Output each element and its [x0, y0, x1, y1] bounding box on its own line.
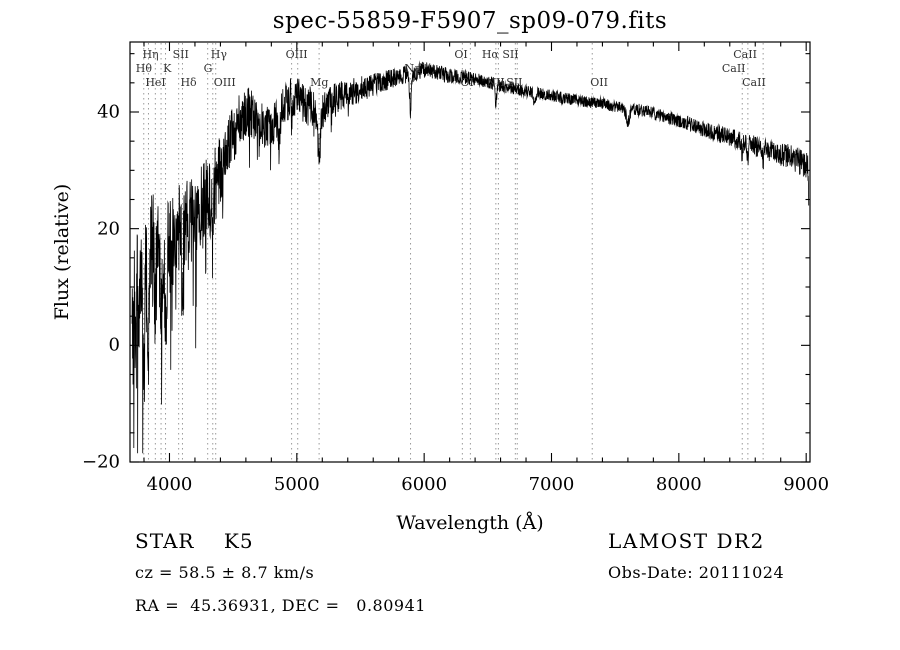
spectral-line-label: Hγ	[210, 48, 227, 61]
x-tick-label: 6000	[401, 474, 448, 495]
spectral-line-label: Na	[404, 62, 421, 75]
x-axis-label: Wavelength (Å)	[396, 512, 544, 534]
spectral-line-label: OI	[460, 76, 474, 89]
obs-date-text: Obs-Date: 20111024	[608, 563, 785, 582]
spectral-line-label: CaII	[721, 62, 746, 75]
spectral-line-label: OI	[454, 48, 468, 61]
y-tick-label: 0	[108, 334, 120, 356]
x-tick-label: 7000	[528, 474, 575, 495]
spectral-line-label: OII	[590, 76, 608, 89]
spectral-line-label: SII	[506, 76, 523, 89]
spectral-line-label: G	[203, 62, 213, 75]
y-tick-label: −20	[82, 451, 120, 473]
x-tick-label: 9000	[783, 474, 830, 495]
radial-velocity-text: cz = 58.5 ± 8.7 km/s	[135, 563, 315, 582]
spectral-line-label: Hα	[481, 48, 499, 61]
spectral-line-label: CaII	[733, 48, 757, 61]
spectral-line-label: Hθ	[135, 62, 152, 75]
x-tick-label: 4000	[146, 474, 193, 495]
survey-release-text: LAMOST DR2	[608, 529, 765, 553]
spectral-line-label: SII	[502, 48, 519, 61]
x-tick-label: 5000	[273, 474, 320, 495]
spectral-line-label: OIII	[213, 76, 236, 89]
spectral-line-label: NII	[486, 76, 505, 89]
spectral-line-label: Mg	[310, 76, 329, 89]
object-class-text: STAR K5	[135, 529, 254, 553]
spectral-line-label: HeI	[145, 76, 166, 89]
spectral-line-label: OIII	[285, 48, 308, 61]
spectral-line-label: Hδ	[180, 76, 197, 89]
plot-title: spec-55859-F5907_sp09-079.fits	[272, 8, 668, 34]
y-tick-label: 20	[97, 218, 120, 240]
spectral-line-label: Hη	[142, 48, 159, 61]
spectral-line-label: CaII	[742, 76, 766, 89]
coordinates-text: RA = 45.36931, DEC = 0.80941	[135, 596, 426, 615]
x-tick-label: 8000	[655, 474, 702, 495]
spectral-line-label: SII	[172, 48, 189, 61]
y-tick-label: 40	[97, 101, 120, 123]
spectral-line-label: K	[163, 62, 172, 75]
y-axis-label: Flux (relative)	[51, 183, 73, 321]
